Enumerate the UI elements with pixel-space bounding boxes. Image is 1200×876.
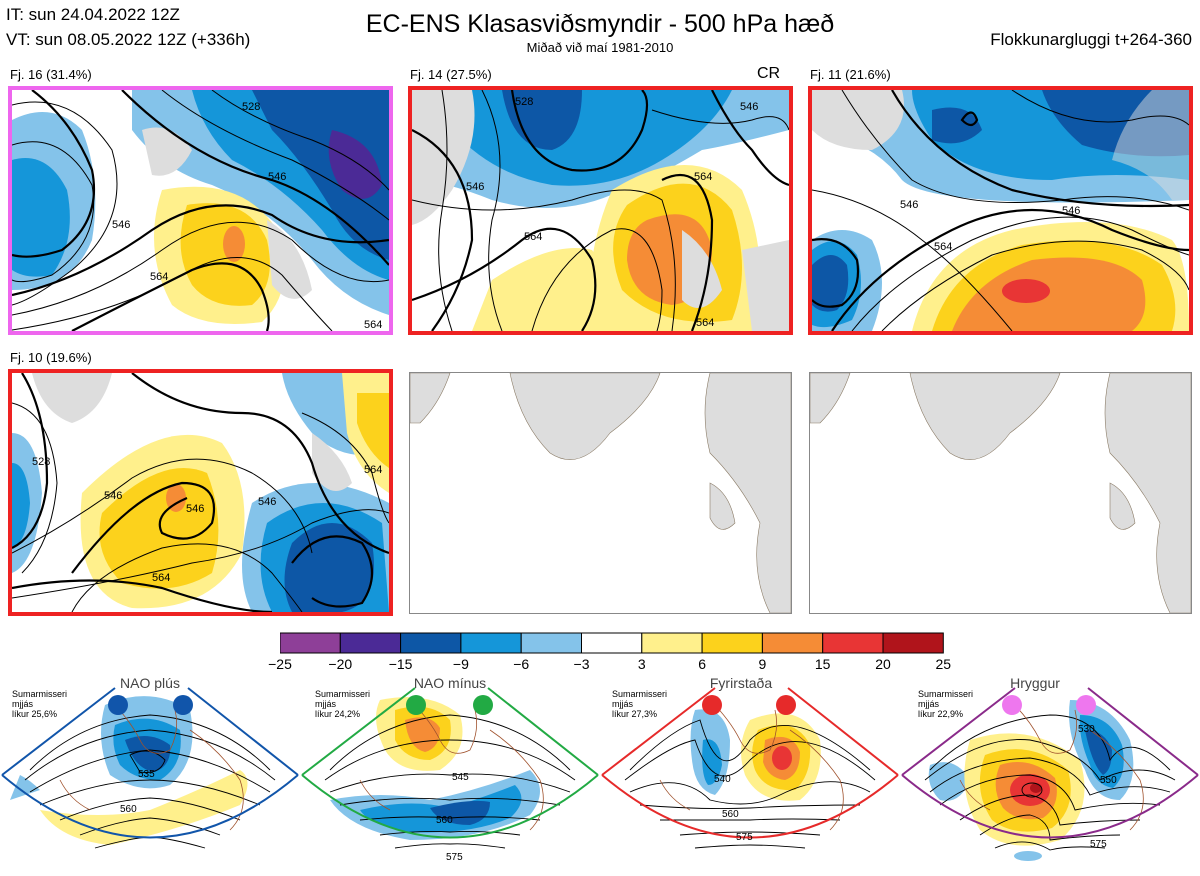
colorbar-swatch bbox=[822, 632, 884, 654]
contour-label: 545 bbox=[452, 772, 469, 783]
contour-label: 564 bbox=[150, 271, 168, 283]
regime-dot bbox=[108, 695, 128, 715]
regime-note: Sumarmisseri mjjás líkur 24,2% bbox=[315, 689, 371, 719]
panel-1-label: Fj. 16 (31.4%) bbox=[10, 67, 92, 82]
empty-map-6 bbox=[809, 372, 1192, 614]
contour-label: 560 bbox=[436, 815, 453, 826]
regime-title: Hryggur bbox=[1010, 675, 1060, 691]
contour-label: 528 bbox=[515, 96, 533, 108]
initial-time: IT: sun 24.04.2022 12Z bbox=[6, 5, 180, 24]
colorbar-tick-label: −15 bbox=[388, 656, 413, 672]
colorbar-tick-label: 6 bbox=[698, 656, 706, 672]
contour-label: 550 bbox=[1100, 775, 1117, 786]
contour-label: 535 bbox=[138, 769, 155, 780]
contour-label: 530 bbox=[1078, 724, 1095, 735]
regime-dot bbox=[173, 695, 193, 715]
colorbar-swatch bbox=[761, 632, 824, 654]
colorbar-tick-label: 25 bbox=[935, 656, 952, 672]
contour-label: 564 bbox=[694, 171, 712, 183]
cluster-map-3: 546 546 564 bbox=[808, 86, 1193, 335]
regime-title: NAO mínus bbox=[413, 675, 487, 691]
colorbar-tick-label: 20 bbox=[875, 656, 891, 672]
colorbar-swatch bbox=[460, 632, 522, 654]
regime-note: Sumarmisseri mjjás líkur 22,9% bbox=[918, 689, 974, 719]
colorbar bbox=[279, 632, 944, 659]
contour-label: 528 bbox=[242, 101, 260, 113]
contour-label: 546 bbox=[268, 171, 286, 183]
panel-4-label: Fj. 10 (19.6%) bbox=[10, 350, 92, 365]
regime-title: NAO plús bbox=[120, 675, 180, 691]
colorbar-tick-label: −6 bbox=[513, 656, 530, 672]
valid-time: VT: sun 08.05.2022 12Z (+336h) bbox=[6, 30, 251, 49]
colorbar-swatch bbox=[641, 632, 703, 654]
contour-label: 575 bbox=[1090, 839, 1107, 850]
contour-label: 560 bbox=[722, 809, 739, 820]
contour-label: 546 bbox=[186, 503, 204, 515]
colorbar-swatch bbox=[279, 632, 341, 654]
colorbar-swatch bbox=[701, 632, 763, 654]
contour-label: 546 bbox=[900, 199, 918, 211]
panel-3-label: Fj. 11 (21.6%) bbox=[810, 67, 891, 82]
cluster-window: Flokkunargluggi t+264-360 bbox=[990, 30, 1192, 49]
page-subtitle: Miðað við maí 1981-2010 bbox=[526, 40, 674, 55]
regime-note: Sumarmisseri mjjás líkur 27,3% bbox=[612, 689, 668, 719]
contour-label: 575 bbox=[736, 832, 753, 843]
colorbar-tick-label: −25 bbox=[268, 656, 292, 672]
regime-dot bbox=[406, 695, 426, 715]
contour-label: 540 bbox=[714, 774, 731, 785]
cluster-map-2: 528 546 546 564 564 564 bbox=[408, 86, 793, 335]
regime-dot bbox=[702, 695, 722, 715]
regime-dot bbox=[1076, 695, 1096, 715]
colorbar-tick-label: 3 bbox=[637, 656, 646, 672]
contour-label: 546 bbox=[740, 101, 758, 113]
regime-ridge: 530 550 575 bbox=[900, 680, 1200, 871]
panel-2-extra: CR bbox=[757, 65, 781, 82]
cluster-map-4: 528 546 546 546 564 564 bbox=[8, 369, 393, 616]
contour-label: 564 bbox=[364, 464, 382, 476]
contour-label: 546 bbox=[466, 181, 484, 193]
empty-map-5 bbox=[409, 372, 792, 614]
panel-2-label: Fj. 14 (27.5%) bbox=[410, 67, 492, 82]
cluster-map-1: 528 546 546 564 564 bbox=[8, 86, 393, 335]
contour-label: 564 bbox=[152, 572, 170, 584]
contour-label: 575 bbox=[446, 852, 463, 863]
colorbar-swatch bbox=[339, 632, 402, 654]
contour-label: 546 bbox=[104, 490, 122, 502]
contour-label: 528 bbox=[32, 456, 50, 468]
colorbar-tick-label: −9 bbox=[452, 656, 469, 672]
regime-nao-plus: 535 560 bbox=[0, 680, 300, 871]
contour-label: 546 bbox=[258, 496, 276, 508]
regime-dot bbox=[473, 695, 493, 715]
colorbar-swatch bbox=[400, 632, 462, 654]
contour-label: 546 bbox=[112, 219, 130, 231]
colorbar-tick-label: 15 bbox=[814, 656, 831, 672]
contour-label: 564 bbox=[696, 317, 714, 329]
colorbar-tick-label: −20 bbox=[328, 656, 353, 672]
regime-title: Fyrirstaða bbox=[709, 675, 773, 691]
contour-label: 560 bbox=[120, 804, 137, 815]
regime-nao-minus: 545 560 575 bbox=[300, 680, 600, 871]
contour-label: 546 bbox=[1062, 205, 1080, 217]
contour-label: 564 bbox=[524, 231, 542, 243]
regime-dot bbox=[776, 695, 796, 715]
colorbar-swatch bbox=[581, 632, 643, 654]
colorbar-swatch bbox=[882, 632, 944, 654]
regime-dot bbox=[1002, 695, 1022, 715]
colorbar-swatch bbox=[520, 632, 582, 654]
colorbar-tick-label: 9 bbox=[758, 656, 767, 672]
page-title: EC-ENS Klasasviðsmyndir - 500 hPa hæð bbox=[365, 10, 835, 38]
colorbar-tick-label: −3 bbox=[573, 656, 590, 672]
contour-label: 564 bbox=[364, 319, 382, 331]
regime-blocking: 540 560 575 bbox=[600, 680, 900, 871]
regime-note: Sumarmisseri mjjás líkur 25,6% bbox=[12, 689, 68, 719]
contour-label: 564 bbox=[934, 241, 952, 253]
